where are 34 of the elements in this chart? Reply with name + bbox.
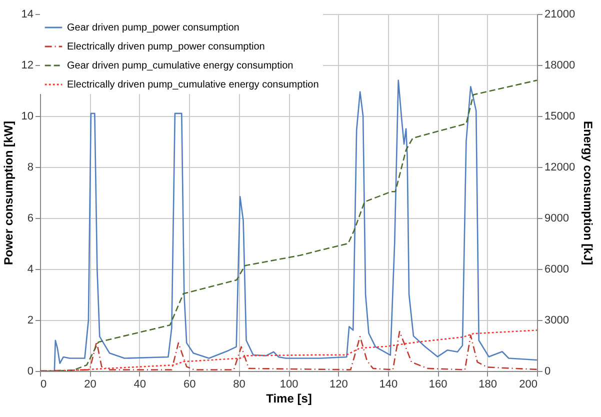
x-tick-label: 200 [519, 378, 538, 390]
x-tick-label: 140 [379, 378, 398, 390]
x-tick-label: 160 [428, 378, 448, 390]
x-tick-label: 120 [330, 378, 348, 390]
y2-axis-title: Energy consumption [kJ] [581, 120, 596, 266]
legend-label: Electrically driven pump_power consumption [67, 42, 265, 52]
y2-tick-label: 12000 [544, 162, 576, 174]
x-tick-label: 40 [134, 378, 146, 390]
x-tick-label: 20 [84, 378, 96, 390]
x-tick-label: 180 [478, 378, 497, 390]
legend-label: Electrically driven pump_cumulative energy consumption [67, 80, 319, 90]
y-tick-label: 14 [21, 8, 34, 20]
y2-tick-label: 6000 [544, 264, 569, 276]
y-tick-label: 6 [27, 212, 34, 224]
legend-label: Gear driven pump_power consumption [67, 22, 240, 34]
x-tick-label: 80 [233, 378, 246, 390]
y-tick-label: 10 [21, 110, 34, 122]
legend-label: Gear driven pump_cumulative energy consumption [67, 60, 294, 72]
y-tick-label: 4 [27, 264, 34, 276]
y-tick-label: 2 [27, 314, 34, 326]
y2-tick-label: 21000 [544, 8, 576, 20]
y2-tick-label: 9000 [544, 212, 569, 224]
y-tick-label: 8 [27, 162, 34, 174]
y-tick-label: 0 [27, 366, 34, 378]
y2-tick-label: 3000 [544, 314, 569, 326]
x-tick-label: 0 [40, 378, 47, 390]
y2-tick-label: 18000 [544, 60, 576, 72]
y2-tick-label: 0 [544, 366, 551, 378]
y-tick-label: 12 [21, 60, 34, 72]
x-tick-label: 60 [183, 378, 196, 390]
y-axis-title: Power consumption [kW] [1, 120, 16, 265]
y2-tick-label: 15000 [544, 110, 576, 122]
x-tick-label: 100 [280, 378, 298, 390]
x-axis-title: Time [s] [266, 392, 312, 406]
